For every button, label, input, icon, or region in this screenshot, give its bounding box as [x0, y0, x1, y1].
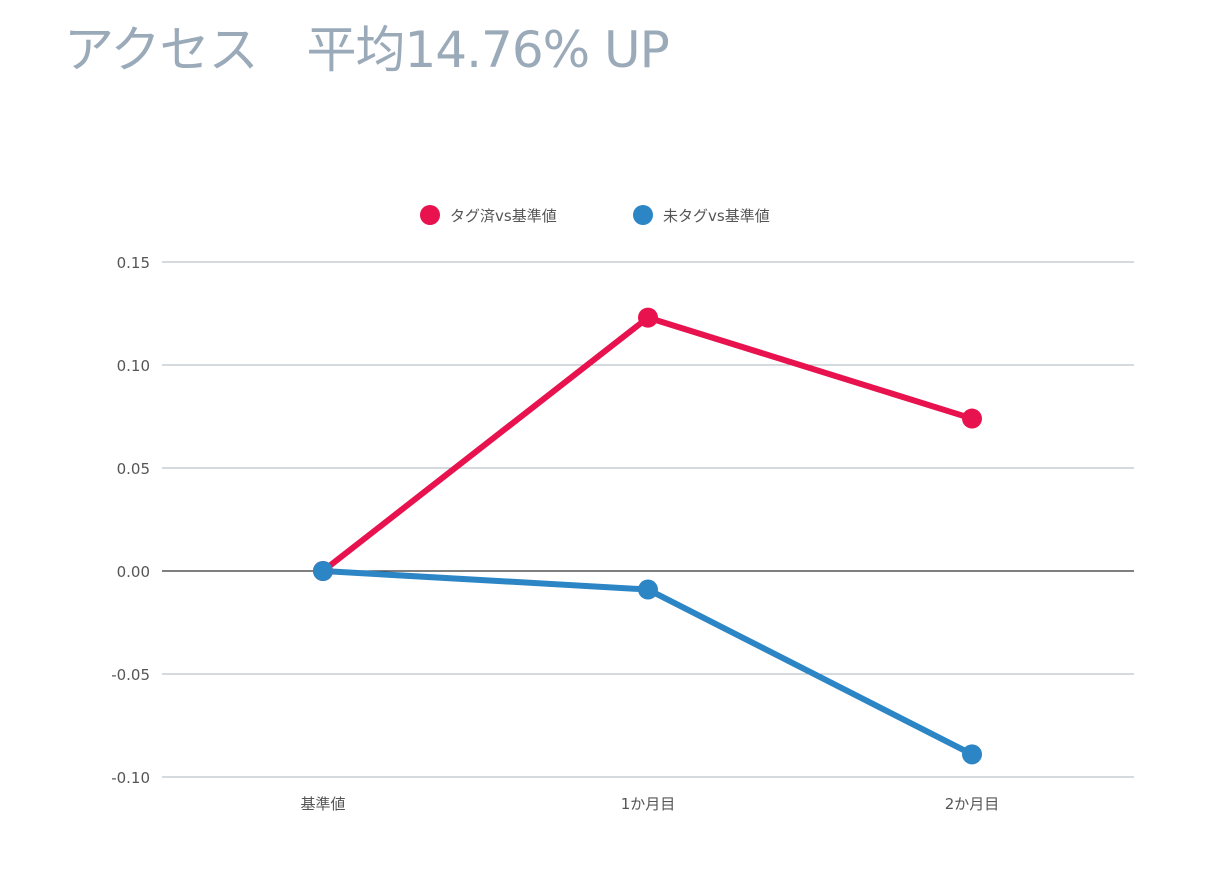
data-point-untagged[interactable] — [313, 561, 333, 581]
data-point-untagged[interactable] — [962, 744, 982, 765]
y-tick-label: 0.05 — [117, 460, 150, 478]
legend: タグ済vs基準値 未タグvs基準値 — [420, 205, 770, 225]
y-tick-label: 0.15 — [117, 254, 150, 272]
y-tick-label: -0.05 — [111, 666, 150, 684]
x-tick-label: 基準値 — [300, 795, 345, 813]
page-title: アクセス 平均14.76% UP — [64, 21, 670, 79]
x-tick-label: 1か月目 — [621, 795, 676, 813]
legend-label-untagged: 未タグvs基準値 — [663, 207, 770, 225]
y-tick-label: -0.10 — [111, 769, 150, 787]
x-axis-tick-labels: 基準値 1か月目 2か月目 — [300, 795, 999, 813]
series-lines — [320, 314, 975, 758]
gridlines — [162, 261, 1134, 778]
legend-marker-untagged — [633, 205, 653, 225]
y-axis-tick-labels: 0.15 0.10 0.05 0.00 -0.05 -0.10 — [111, 254, 150, 787]
series-points — [313, 307, 982, 765]
legend-item-tagged[interactable]: タグ済vs基準値 — [420, 205, 557, 225]
data-point-tagged[interactable] — [638, 307, 658, 328]
data-point-untagged[interactable] — [638, 579, 658, 600]
data-point-tagged[interactable] — [962, 408, 982, 429]
x-tick-label: 2か月目 — [945, 795, 1000, 813]
y-tick-label: 0.00 — [117, 563, 150, 581]
legend-marker-tagged — [420, 205, 440, 225]
legend-item-untagged[interactable]: 未タグvs基準値 — [633, 205, 770, 225]
legend-label-tagged: タグ済vs基準値 — [450, 207, 557, 225]
y-tick-label: 0.10 — [117, 357, 150, 375]
series-line-tagged — [320, 314, 975, 574]
